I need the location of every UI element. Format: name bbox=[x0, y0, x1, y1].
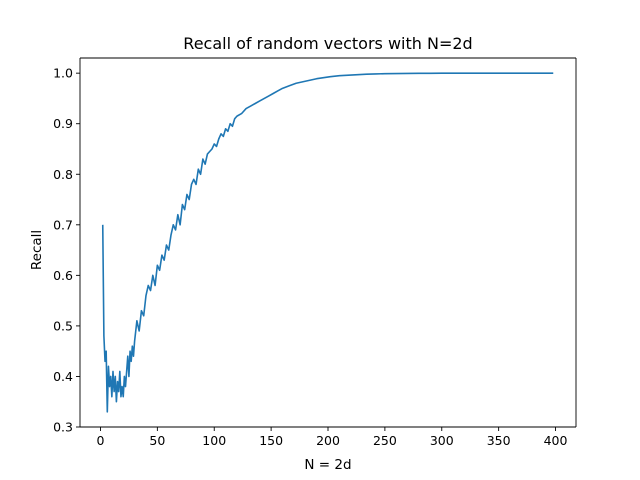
chart-title: Recall of random vectors with N=2d bbox=[183, 34, 472, 53]
x-tick-label-200: 200 bbox=[316, 433, 340, 448]
x-tick-label-250: 250 bbox=[373, 433, 397, 448]
x-tick-label-50: 50 bbox=[149, 433, 165, 448]
x-tick-label-0: 0 bbox=[97, 433, 105, 448]
x-tick-label-300: 300 bbox=[430, 433, 454, 448]
y-tick-label-0.3: 0.3 bbox=[53, 420, 73, 435]
y-tick-label-0.7: 0.7 bbox=[53, 217, 73, 232]
y-tick-label-0.4: 0.4 bbox=[53, 369, 73, 384]
x-axis-label: N = 2d bbox=[304, 457, 351, 473]
y-tick-label-0.9: 0.9 bbox=[53, 116, 73, 131]
y-tick-label-0.5: 0.5 bbox=[53, 318, 73, 333]
y-tick-label-0.6: 0.6 bbox=[53, 268, 73, 283]
series-line-0 bbox=[101, 72, 554, 413]
x-tick-label-400: 400 bbox=[544, 433, 568, 448]
plot-area: 0 50 100 150 200 250 300 350 400 0.3 0.4 0.5 0.6 0.7 0… bbox=[53, 57, 577, 448]
y-axis-label: Recall bbox=[29, 230, 45, 270]
x-tick-label-350: 350 bbox=[487, 433, 511, 448]
x-tick-label-150: 150 bbox=[259, 433, 283, 448]
y-tick-label-1: 1.0 bbox=[53, 66, 73, 81]
y-tick-label-0.8: 0.8 bbox=[53, 167, 73, 182]
x-tick-label-100: 100 bbox=[202, 433, 226, 448]
